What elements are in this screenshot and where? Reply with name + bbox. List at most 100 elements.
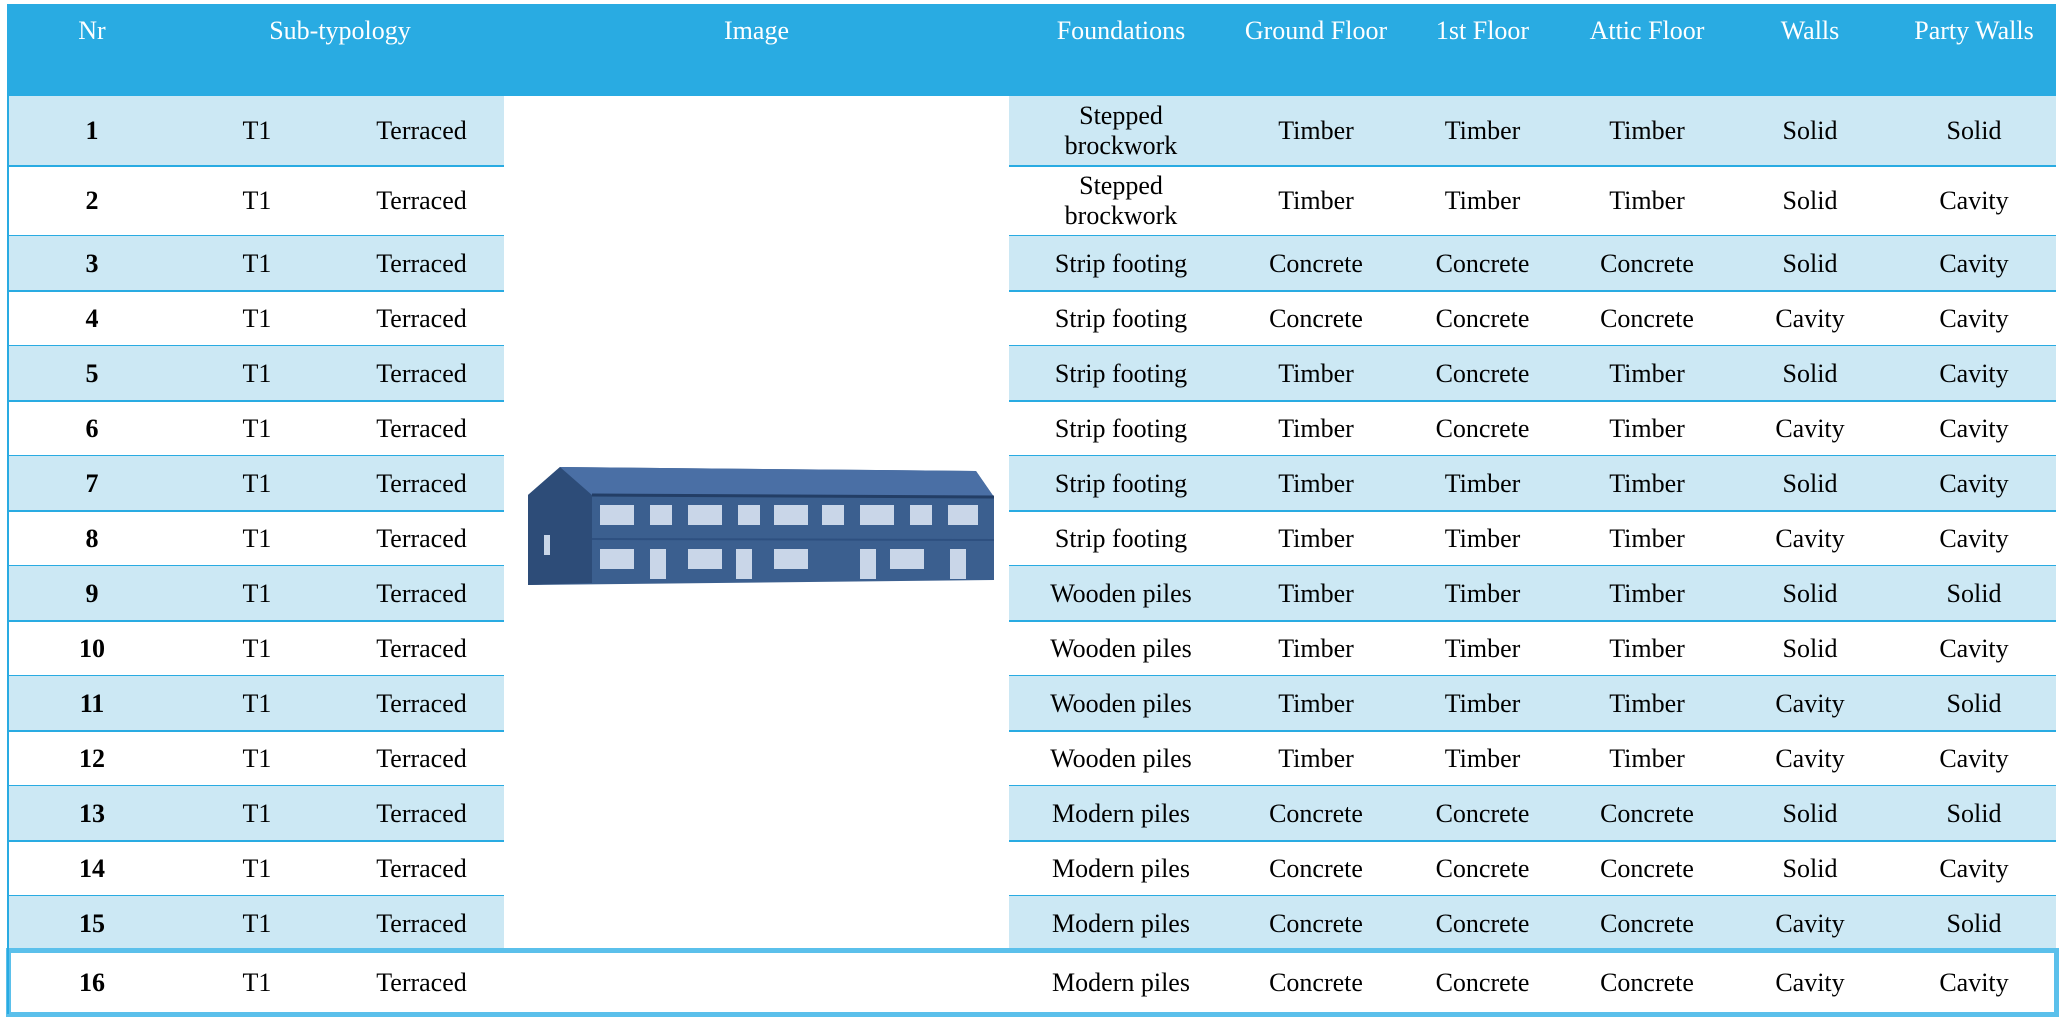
column-header: Walls xyxy=(1780,16,1840,45)
table-cell: Terraced xyxy=(376,523,467,553)
table-cell: Timber xyxy=(1444,186,1521,215)
table-cell: Timber xyxy=(1609,743,1685,773)
table-cell: Timber xyxy=(1278,688,1354,718)
table-cell: Solid xyxy=(1782,853,1838,883)
row-number: 9 xyxy=(85,578,99,608)
table-cell: Cavity xyxy=(1939,743,2009,773)
row-band xyxy=(1009,566,2056,621)
row-number: 11 xyxy=(79,688,105,718)
row-separator xyxy=(1009,620,2056,622)
table-cell: Terraced xyxy=(376,248,467,278)
table-cell: Timber xyxy=(1609,633,1685,663)
table-cell: Concrete xyxy=(1600,908,1694,938)
table-cell: Timber xyxy=(1609,688,1685,718)
table-cell: T1 xyxy=(242,413,272,443)
table-cell: Terraced xyxy=(376,633,467,663)
table-cell: T1 xyxy=(242,303,272,333)
building-image xyxy=(528,467,995,585)
table-cell: Stepped brockwork xyxy=(1064,171,1178,230)
table-cell: Terraced xyxy=(376,413,467,443)
row-number: 12 xyxy=(79,743,105,773)
row-band xyxy=(1009,456,2056,511)
table-cell: Concrete xyxy=(1435,413,1530,443)
row-number: 1 xyxy=(85,116,99,145)
row-band xyxy=(9,566,504,621)
table-cell: Concrete xyxy=(1600,853,1694,883)
table-cell: Concrete xyxy=(1435,853,1530,883)
row-number: 10 xyxy=(79,633,105,663)
table-cell: Timber xyxy=(1609,186,1685,215)
table-cell: Wooden piles xyxy=(1050,688,1192,718)
table-cell: Terraced xyxy=(376,853,467,883)
table-cell: T1 xyxy=(242,358,272,388)
header-bar xyxy=(9,4,2056,96)
table-cell: Concrete xyxy=(1269,798,1363,828)
row-band xyxy=(1009,676,2056,731)
row-number: 15 xyxy=(79,908,105,938)
table-cell: T1 xyxy=(242,578,272,608)
table-cell: Timber xyxy=(1278,186,1354,215)
table-cell: T1 xyxy=(242,688,272,718)
table-cell: Strip footing xyxy=(1054,248,1188,278)
table-cell: Solid xyxy=(1782,358,1838,388)
table-cell: Terraced xyxy=(376,743,467,773)
table-cell: Solid xyxy=(1782,186,1838,215)
row-separator xyxy=(1009,165,2056,167)
table-cell: Terraced xyxy=(376,798,467,828)
table-cell: Concrete xyxy=(1435,358,1530,388)
table-cell: Timber xyxy=(1278,743,1354,773)
table-cell: Cavity xyxy=(1775,523,1845,553)
column-header: Ground Floor xyxy=(1244,16,1388,45)
table-cell: Cavity xyxy=(1939,633,2009,663)
table-cell: T1 xyxy=(242,798,272,828)
table-cell: Timber xyxy=(1278,468,1354,498)
table-cell: Timber xyxy=(1444,633,1521,663)
row-separator xyxy=(9,400,504,402)
table-cell: Wooden piles xyxy=(1050,578,1192,608)
row-separator xyxy=(9,840,504,842)
table-cell: Concrete xyxy=(1435,248,1530,278)
table-cell: T1 xyxy=(242,633,272,663)
table-cell: Cavity xyxy=(1939,413,2009,443)
table-cell: Timber xyxy=(1444,468,1521,498)
table-cell: Terraced xyxy=(376,688,467,718)
table-cell: Terraced xyxy=(376,303,467,333)
table-cell: Timber xyxy=(1609,578,1685,608)
table-cell: Terraced xyxy=(376,908,467,938)
row-separator xyxy=(1009,290,2056,292)
table-cell: Timber xyxy=(1444,688,1521,718)
table-cell: T1 xyxy=(242,908,272,938)
table-cell: Solid xyxy=(1946,688,2002,718)
row-band xyxy=(9,456,504,511)
table-cell: Timber xyxy=(1609,523,1685,553)
table-cell: Strip footing xyxy=(1054,523,1188,553)
table-cell: Cavity xyxy=(1939,248,2009,278)
row-separator xyxy=(9,730,504,732)
row-separator xyxy=(1009,840,2056,842)
table-cell: Concrete xyxy=(1269,908,1363,938)
table-cell: T1 xyxy=(242,968,272,997)
row-band xyxy=(1009,896,2056,951)
table-cell: Concrete xyxy=(1600,248,1694,278)
row-number: 4 xyxy=(85,303,99,333)
table-cell: Timber xyxy=(1609,413,1685,443)
row-band xyxy=(9,346,504,401)
table-cell: Concrete xyxy=(1269,303,1363,333)
row-band xyxy=(9,896,504,951)
row-separator xyxy=(1009,510,2056,512)
table-cell: Cavity xyxy=(1939,523,2009,553)
table-cell: Timber xyxy=(1444,578,1521,608)
table-cell: Concrete xyxy=(1269,248,1363,278)
table-cell: Strip footing xyxy=(1054,303,1188,333)
table-cell: T1 xyxy=(242,116,272,145)
table-cell: Solid xyxy=(1782,633,1838,663)
row-number: 2 xyxy=(85,186,99,215)
table-cell: Concrete xyxy=(1269,968,1363,997)
table-cell: Concrete xyxy=(1600,798,1694,828)
table-cell: Timber xyxy=(1278,358,1354,388)
table-cell: Terraced xyxy=(376,468,467,498)
row-separator xyxy=(9,165,504,167)
row-band xyxy=(1009,346,2056,401)
table-cell: Timber xyxy=(1278,523,1354,553)
row-band xyxy=(9,786,504,841)
